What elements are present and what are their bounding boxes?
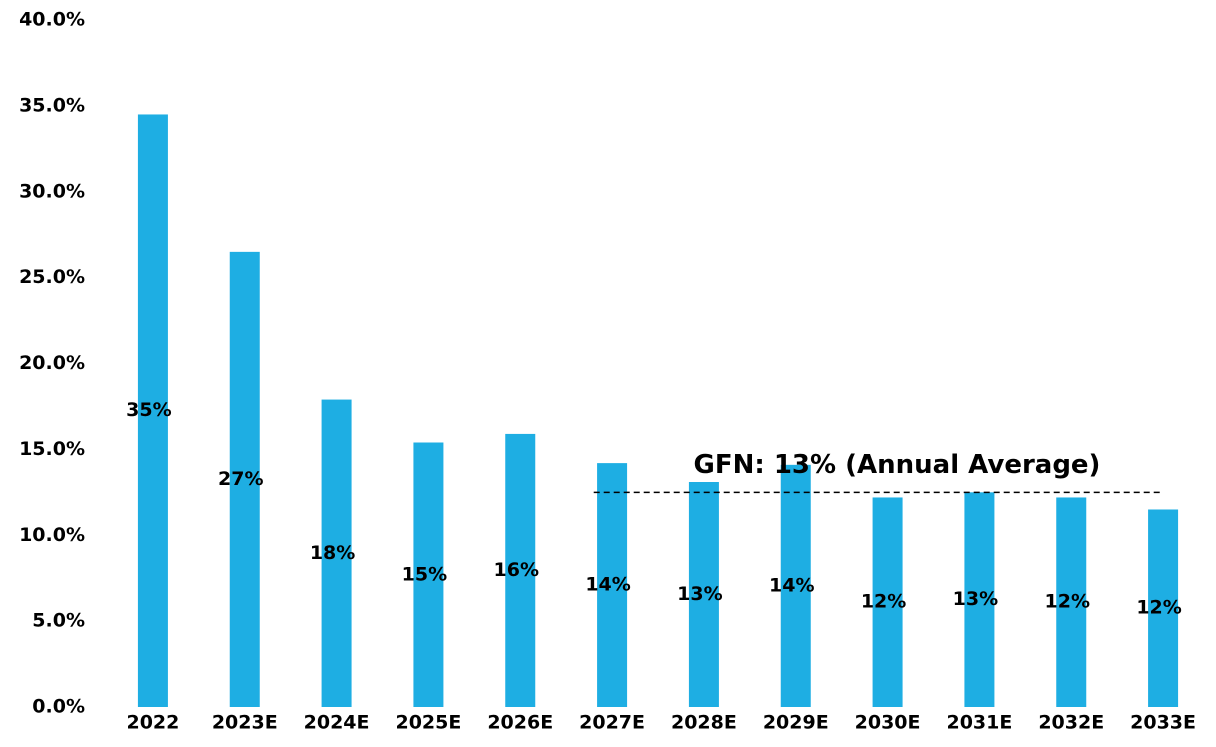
bar (137, 114, 168, 707)
bar (1148, 509, 1179, 707)
x-tick-label: 2026E (487, 712, 553, 734)
x-tick-label: 2029E (763, 712, 829, 734)
x-tick-label: 2024E (304, 712, 370, 734)
value-label: 27% (218, 468, 263, 490)
x-tick-label: 2028E (671, 712, 737, 734)
bar (872, 497, 903, 707)
value-label: 13% (677, 583, 722, 605)
x-tick-label: 2031E (946, 712, 1012, 734)
value-label: 13% (953, 588, 998, 610)
bar (597, 463, 628, 707)
bar (413, 442, 444, 707)
x-tick-label: 2030E (855, 712, 921, 734)
y-tick-label: 25.0% (19, 266, 85, 288)
y-tick-label: 15.0% (19, 438, 85, 460)
x-tick-label: 2022 (126, 712, 179, 734)
bar (229, 251, 260, 708)
value-label: 18% (310, 542, 355, 564)
x-tick-label: 2025E (395, 712, 461, 734)
y-tick-label: 35.0% (19, 94, 85, 116)
value-label: 12% (1136, 597, 1181, 619)
value-label: 15% (402, 563, 447, 585)
bar (321, 399, 352, 707)
x-tick-label: 2032E (1038, 712, 1104, 734)
y-tick-label: 5.0% (32, 610, 85, 632)
value-label: 16% (494, 559, 539, 581)
x-tick-label: 2023E (212, 712, 278, 734)
y-tick-label: 10.0% (19, 524, 85, 546)
bar (964, 492, 995, 707)
value-label: 12% (1045, 591, 1090, 613)
bar (688, 482, 719, 707)
value-label: 35% (126, 399, 171, 421)
y-tick-label: 0.0% (32, 696, 85, 718)
y-tick-label: 40.0% (19, 9, 85, 31)
value-label: 14% (585, 574, 630, 596)
annotation: GFN: 13% (Annual Average) (694, 450, 1101, 480)
y-tick-label: 30.0% (19, 180, 85, 202)
bar (1056, 497, 1087, 707)
x-tick-label: 2033E (1130, 712, 1196, 734)
y-tick-label: 20.0% (19, 352, 85, 374)
x-tick-label: 2027E (579, 712, 645, 734)
bar (780, 464, 811, 707)
value-label: 14% (769, 574, 814, 596)
value-label: 12% (861, 591, 906, 613)
bar (505, 433, 536, 707)
